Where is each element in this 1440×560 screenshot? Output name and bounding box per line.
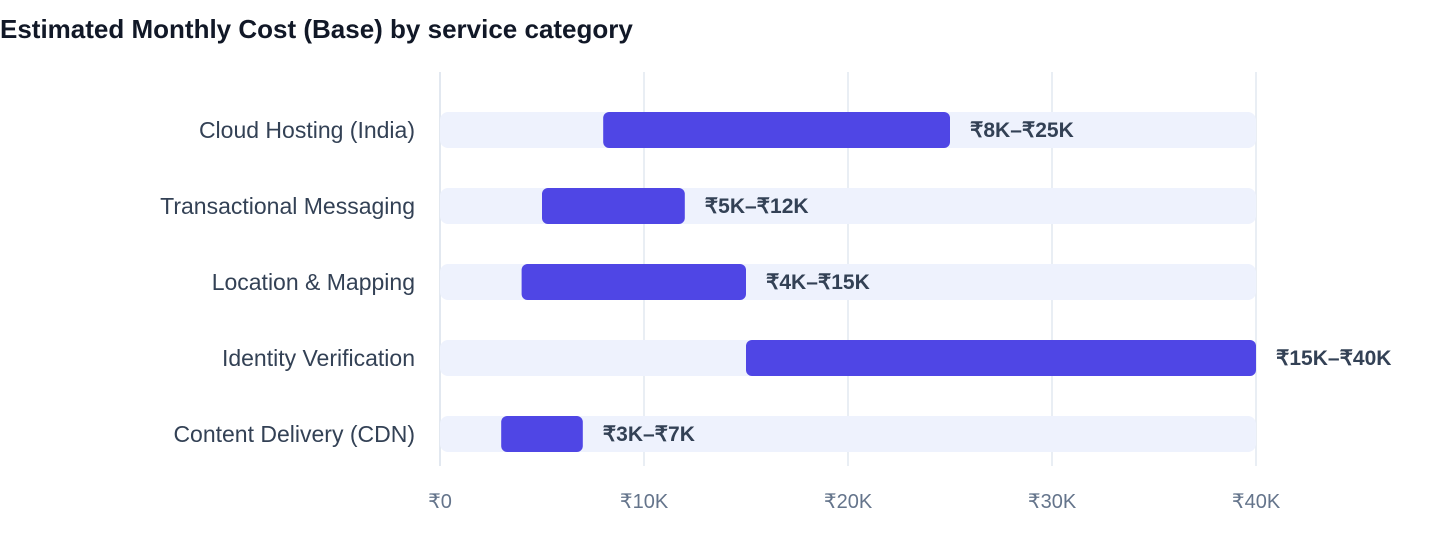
data-label: ₹15K–₹40K <box>1276 347 1391 370</box>
data-label: ₹3K–₹7K <box>603 423 695 446</box>
category-label: Transactional Messaging <box>160 193 415 219</box>
category-label: Location & Mapping <box>212 269 415 295</box>
category-label: Cloud Hosting (India) <box>199 117 415 143</box>
x-tick-label: ₹0 <box>428 491 452 513</box>
data-label: ₹5K–₹12K <box>705 195 809 218</box>
data-label: ₹8K–₹25K <box>970 119 1074 142</box>
range-bar <box>521 264 746 300</box>
range-bar <box>542 188 685 224</box>
x-tick-label: ₹30K <box>1028 491 1077 513</box>
category-label: Content Delivery (CDN) <box>173 421 415 447</box>
x-tick-label: ₹10K <box>620 491 669 513</box>
category-label: Identity Verification <box>222 345 415 371</box>
range-bar <box>603 112 950 148</box>
range-bars <box>501 112 1256 452</box>
chart-title: Estimated Monthly Cost (Base) by service… <box>0 14 633 44</box>
range-bar <box>501 416 583 452</box>
range-bar <box>746 340 1256 376</box>
labels: ₹0 ₹10K ₹20K ₹30K ₹40K Cloud Hosting (India) ₹… <box>160 117 1391 513</box>
bar-track <box>440 416 1256 452</box>
data-label: ₹4K–₹15K <box>766 271 870 294</box>
x-tick-label: ₹20K <box>824 491 873 513</box>
x-tick-label: ₹40K <box>1232 491 1281 513</box>
